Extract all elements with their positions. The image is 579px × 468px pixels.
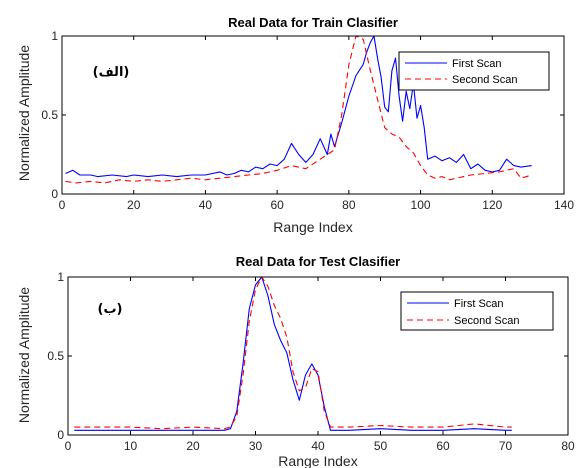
test-y-tick-label: 0.5 bbox=[47, 349, 64, 363]
train-x-tick-label: 120 bbox=[482, 198, 502, 212]
test-chart-plot-frame bbox=[67, 276, 569, 436]
test-y-tick-label: 1 bbox=[57, 270, 64, 284]
train-chart-plot-frame bbox=[61, 35, 565, 195]
test-y-tick-label: 0 bbox=[57, 428, 64, 442]
train-y-tick-label: 0.5 bbox=[41, 108, 58, 122]
train-chart-legend: First Scan Second Scan bbox=[398, 51, 550, 91]
train-legend-label-first-scan: First Scan bbox=[452, 58, 502, 70]
train-x-tick-label: 40 bbox=[199, 198, 213, 212]
test-chart: Real Data for Test Clasifier Range Index… bbox=[16, 254, 575, 468]
train-legend-label-second-scan: Second Scan bbox=[452, 74, 517, 86]
train-chart-legend-box bbox=[398, 51, 550, 91]
train-chart-ticks: 0 20 40 60 80 100 120 140 0 0.5 1 bbox=[41, 29, 574, 212]
test-x-tick-label: 70 bbox=[499, 439, 513, 453]
test-chart-title: Real Data for Test Clasifier bbox=[236, 254, 400, 269]
test-chart-legend-box bbox=[400, 291, 554, 331]
train-y-tick-label: 1 bbox=[51, 29, 58, 43]
test-chart-x-label: Range Index bbox=[278, 453, 357, 468]
train-chart-series bbox=[65, 35, 532, 184]
test-x-tick-label: 80 bbox=[561, 439, 575, 453]
test-chart-series bbox=[74, 276, 512, 431]
train-chart-y-label: Normalized Amplitude bbox=[16, 45, 32, 181]
train-x-tick-label: 140 bbox=[554, 198, 574, 212]
test-x-tick-label: 20 bbox=[186, 439, 200, 453]
train-chart-title: Real Data for Train Clasifier bbox=[228, 15, 398, 30]
test-x-tick-label: 30 bbox=[249, 439, 263, 453]
test-chart-annotation: (ب) bbox=[98, 302, 123, 317]
test-x-tick-label: 50 bbox=[374, 439, 388, 453]
test-series-first-scan-line bbox=[74, 276, 512, 431]
train-x-tick-label: 80 bbox=[342, 198, 356, 212]
train-chart: Real Data for Train Clasifier Range Inde… bbox=[16, 15, 574, 235]
train-chart-annotation: (الف) bbox=[93, 65, 130, 80]
train-series-first-scan-line bbox=[65, 35, 532, 178]
train-series-second-scan-line bbox=[65, 35, 532, 184]
test-chart-legend: First Scan Second Scan bbox=[400, 291, 554, 331]
train-x-tick-label: 20 bbox=[127, 198, 141, 212]
train-x-tick-label: 100 bbox=[411, 198, 431, 212]
train-y-tick-label: 0 bbox=[51, 187, 58, 201]
test-x-tick-label: 0 bbox=[65, 439, 72, 453]
test-legend-label-first-scan: First Scan bbox=[454, 298, 504, 310]
test-x-tick-label: 60 bbox=[436, 439, 450, 453]
train-chart-x-label: Range Index bbox=[273, 219, 352, 235]
test-series-second-scan-line bbox=[74, 276, 512, 430]
train-x-tick-label: 0 bbox=[59, 198, 66, 212]
test-legend-label-second-scan: Second Scan bbox=[454, 315, 519, 327]
test-x-tick-label: 40 bbox=[311, 439, 325, 453]
train-x-tick-label: 60 bbox=[270, 198, 284, 212]
test-chart-y-label: Normalized Amplitude bbox=[16, 287, 32, 423]
test-x-tick-label: 10 bbox=[124, 439, 138, 453]
